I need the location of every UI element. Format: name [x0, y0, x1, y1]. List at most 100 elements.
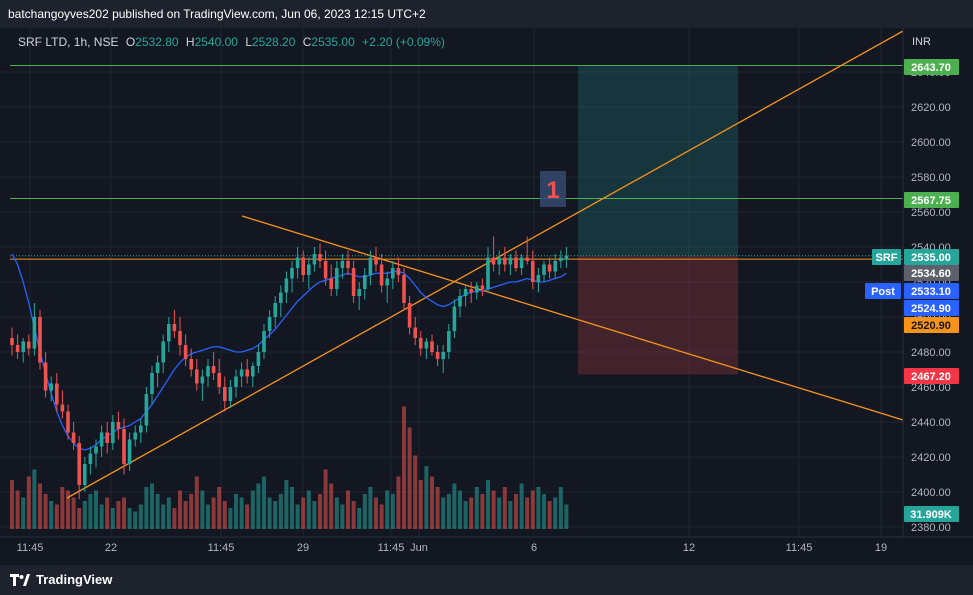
volume-label-box [904, 506, 959, 522]
candle-body [262, 331, 266, 352]
candle-body [66, 411, 70, 433]
candle-body [234, 376, 238, 387]
candle-body [139, 425, 143, 433]
volume-bar [99, 504, 104, 529]
volume-bar [116, 501, 121, 529]
price-chart[interactable]: 1INR2380.002400.002420.002440.002460.002… [0, 28, 973, 565]
volume-bar [452, 483, 457, 529]
candle-body [290, 268, 294, 279]
candle-body [329, 278, 333, 289]
volume-bar [547, 501, 552, 529]
candle-body [536, 275, 541, 282]
volume-bar [26, 476, 31, 529]
y-tick-label: 2400.00 [911, 487, 951, 499]
volume-bar [536, 487, 541, 529]
volume-bar [318, 494, 322, 529]
price-label-box [904, 300, 959, 316]
candle-body [122, 429, 126, 464]
volume-bar [514, 494, 518, 529]
candle-body [273, 303, 277, 317]
annotation-label: 1 [546, 177, 559, 204]
volume-bar [502, 487, 507, 529]
volume-bar [122, 497, 126, 529]
candle-body [340, 261, 345, 268]
volume-bar [32, 469, 37, 529]
x-tick-label: Jun [410, 542, 428, 554]
price-label-value: 2567.75 [911, 195, 951, 207]
candle-body [542, 264, 546, 275]
volume-bar [312, 501, 317, 529]
volume-bar [368, 487, 373, 529]
candle-body [318, 254, 322, 261]
candle-body [475, 285, 479, 293]
price-label-value: 2533.10 [911, 286, 951, 298]
candle-body [127, 439, 132, 464]
candle-body [133, 432, 137, 440]
close-value: 2535.00 [311, 35, 355, 49]
volume-bar [290, 487, 294, 529]
y-tick-label: 2420.00 [911, 452, 951, 464]
volume-bar [211, 497, 216, 529]
volume-bar [284, 480, 289, 529]
volume-bar [133, 511, 138, 529]
volume-label-value: 31.909K [910, 509, 952, 521]
ohlc-legend: SRF LTD, 1h, NSE O2532.80 H2540.00 L2528… [18, 35, 449, 49]
candle-body [357, 289, 361, 296]
candle-body [452, 306, 457, 331]
volume-bar [194, 476, 199, 529]
volume-bar [530, 490, 535, 529]
candle-body [508, 257, 513, 265]
candle-body [256, 352, 261, 366]
chart-area[interactable]: 1 INR 2380.00 2400.00 2420.00 2440.00 2460.00 2… [0, 28, 973, 565]
price-label-box [904, 265, 959, 281]
candle-body [441, 352, 445, 359]
volume-bar [407, 427, 412, 529]
x-tick-label: 29 [297, 542, 309, 554]
y-tick-label: 2440.00 [911, 417, 951, 429]
candle-body [480, 285, 485, 289]
tradingview-logo[interactable]: TradingView [10, 572, 112, 587]
volume-bar [155, 494, 160, 529]
volume-bar [323, 469, 328, 529]
price-label-box [904, 283, 959, 299]
volume-bar [82, 501, 87, 529]
volume-bar [172, 508, 177, 529]
candle-body [391, 268, 395, 279]
volume-bar [150, 483, 154, 529]
tradingview-logo-icon [10, 573, 30, 586]
price-label-box [904, 192, 959, 208]
candle-body [83, 464, 87, 485]
volume-bar [234, 494, 238, 529]
volume-bar [430, 476, 434, 529]
candle-body [447, 331, 451, 352]
volume-bar [301, 497, 306, 529]
volume-bar [127, 508, 132, 529]
price-label-value: 2643.70 [911, 62, 951, 74]
volume-bar [38, 483, 42, 529]
candle-body [217, 373, 221, 387]
candle-body [267, 317, 272, 331]
publisher-caption: batchangoyves202 published on TradingVie… [8, 7, 426, 21]
volume-bar [77, 508, 82, 529]
candle-body [396, 268, 401, 275]
volume-bar [267, 497, 272, 529]
volume-bar [340, 504, 345, 529]
volume-bar [88, 494, 93, 529]
candle-body [564, 255, 569, 260]
low-label: L [245, 35, 252, 49]
price-label-box [904, 368, 959, 384]
candle-body [251, 366, 255, 377]
target-zone [578, 65, 738, 256]
candle-body [463, 289, 468, 296]
volume-bar [10, 480, 14, 529]
publish-bar: batchangoyves202 published on TradingVie… [0, 0, 973, 28]
volume-bar [441, 497, 446, 529]
x-tick-label: 19 [875, 542, 887, 554]
candle-body [32, 317, 37, 349]
candle-body [525, 257, 529, 261]
volume-bar [379, 504, 384, 529]
volume-bar [402, 406, 406, 529]
descending-trendline [241, 215, 904, 421]
volume-bar [385, 490, 390, 529]
candle-body [223, 387, 227, 401]
